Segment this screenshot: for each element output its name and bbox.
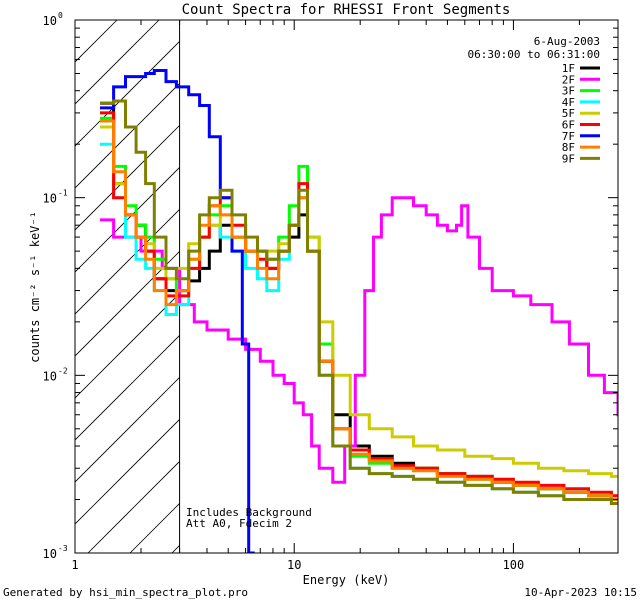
info-time-range: 06:30:00 to 06:31:00 xyxy=(468,48,600,61)
y-tick-label: 10 xyxy=(43,14,57,28)
y-tick-label-exponent: 0 xyxy=(58,11,63,20)
y-tick-label: 10 xyxy=(43,547,57,561)
footer-timestamp: 10-Apr-2023 10:15 xyxy=(524,586,637,599)
x-tick-label: 100 xyxy=(503,558,525,572)
y-tick-label-exponent: -1 xyxy=(58,189,68,198)
legend-label-3F: 3F xyxy=(562,85,575,98)
hatch-line xyxy=(75,20,118,63)
legend-label-1F: 1F xyxy=(562,62,575,75)
footer-generated-by: Generated by hsi_min_spectra_plot.pro xyxy=(3,586,249,599)
x-tick-label: 10 xyxy=(287,558,301,572)
y-tick-label: 10 xyxy=(43,192,57,206)
x-tick-label: 1 xyxy=(71,558,78,572)
annotation-background: Includes Background xyxy=(186,506,312,519)
hatch-line xyxy=(87,460,180,553)
plot-frame xyxy=(74,19,619,554)
legend-label-6F: 6F xyxy=(562,119,575,132)
hatch-line xyxy=(75,208,180,315)
annotation-attenuator: Att A0, Fdecim 2 xyxy=(186,517,292,530)
legend-label-8F: 8F xyxy=(562,141,575,154)
series-line-2F xyxy=(100,196,618,484)
hatch-line xyxy=(75,20,160,105)
hatch-line xyxy=(75,250,180,357)
y-axis-label: counts cm⁻² s⁻¹ keV⁻¹ xyxy=(28,211,42,363)
y-tick-label-exponent: -2 xyxy=(58,366,68,375)
info-date: 6-Aug-2003 xyxy=(534,35,600,48)
legend-label-9F: 9F xyxy=(562,152,575,165)
hatch-line xyxy=(75,418,180,525)
legend-label-2F: 2F xyxy=(562,73,575,86)
legend-label-4F: 4F xyxy=(562,96,575,109)
y-tick-label: 10 xyxy=(43,369,57,383)
y-tick-label-exponent: -3 xyxy=(58,544,68,553)
legend-label-5F: 5F xyxy=(562,107,575,120)
series-line-7F xyxy=(100,69,255,553)
legend-label-7F: 7F xyxy=(562,130,575,143)
hatch-line xyxy=(634,20,640,553)
hatch-line xyxy=(75,376,180,483)
x-axis-label: Energy (keV) xyxy=(303,573,390,587)
chart-title: Count Spectra for RHESSI Front Segments xyxy=(182,2,511,18)
series-layer xyxy=(100,20,618,553)
series-line-9F xyxy=(100,99,618,505)
hatch-line xyxy=(75,82,180,189)
